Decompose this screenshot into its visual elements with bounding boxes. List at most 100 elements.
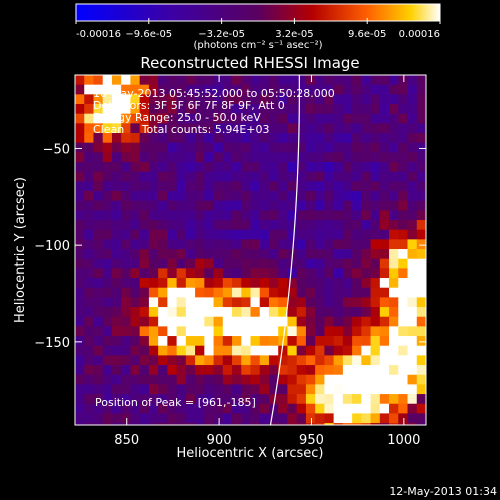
heatmap-pixel	[305, 336, 316, 347]
heatmap-pixel	[426, 85, 436, 95]
heatmap-pixel	[278, 384, 288, 395]
heatmap-pixel	[176, 220, 187, 231]
heatmap-pixel	[296, 75, 307, 86]
heatmap-pixel	[167, 181, 178, 192]
heatmap-pixel	[111, 210, 122, 221]
heatmap-pixel	[416, 181, 426, 192]
heatmap-pixel	[361, 171, 372, 182]
heatmap-pixel	[305, 162, 316, 173]
heatmap-pixel	[416, 413, 426, 424]
heatmap-pixel	[315, 84, 325, 95]
heatmap-pixel	[389, 307, 399, 318]
heatmap-pixel	[342, 365, 353, 376]
heatmap-pixel	[102, 239, 113, 250]
heatmap-pixel	[278, 355, 288, 366]
heatmap-pixel	[84, 394, 94, 405]
heatmap-pixel	[93, 268, 104, 279]
heatmap-pixel	[333, 249, 344, 260]
heatmap-pixel	[75, 171, 85, 182]
heatmap-pixel	[213, 142, 224, 153]
heatmap-pixel	[370, 239, 381, 250]
heatmap-pixel	[167, 75, 178, 86]
heatmap-pixel	[250, 307, 261, 318]
heatmap-pixel	[75, 181, 85, 192]
heatmap-pixel	[241, 162, 251, 173]
heatmap-pixel	[407, 239, 418, 250]
heatmap-pixel	[278, 297, 288, 308]
heatmap-pixel	[232, 191, 242, 202]
heatmap-pixel	[342, 171, 353, 182]
heatmap-pixel	[305, 181, 316, 192]
y-tick-label: −150	[34, 336, 70, 351]
heatmap-pixel	[75, 249, 85, 260]
heatmap-pixel	[352, 191, 362, 202]
heatmap-pixel	[195, 162, 205, 173]
heatmap-pixel	[222, 113, 233, 124]
heatmap-pixel	[176, 394, 187, 405]
heatmap-pixel	[222, 336, 233, 347]
heatmap-pixel	[158, 239, 168, 250]
heatmap-pixel	[361, 345, 372, 356]
heatmap-pixel	[398, 133, 409, 144]
heatmap-pixel	[342, 326, 353, 337]
heatmap-pixel	[333, 191, 344, 202]
heatmap-pixel	[130, 336, 141, 347]
heatmap-pixel	[352, 104, 362, 115]
heatmap-pixel	[296, 403, 307, 414]
heatmap-pixel	[204, 374, 215, 385]
heatmap-pixel	[370, 345, 381, 356]
heatmap-pixel	[426, 307, 436, 317]
heatmap-pixel	[93, 374, 104, 385]
heatmap-pixel	[148, 229, 159, 240]
heatmap-pixel	[241, 384, 251, 395]
heatmap-pixel	[379, 181, 390, 192]
heatmap-pixel	[195, 191, 205, 202]
heatmap-pixel	[296, 307, 307, 318]
heatmap-pixel	[333, 316, 344, 327]
heatmap-pixel	[148, 365, 159, 376]
heatmap-pixel	[241, 355, 251, 366]
heatmap-pixel	[278, 374, 288, 385]
heatmap-pixel	[130, 394, 141, 405]
heatmap-pixel	[176, 123, 187, 134]
heatmap-pixel	[176, 355, 187, 366]
heatmap-pixel	[176, 181, 187, 192]
heatmap-pixel	[352, 394, 362, 405]
heatmap-pixel	[139, 287, 150, 298]
heatmap-pixel	[416, 423, 426, 425]
heatmap-pixel	[232, 287, 242, 298]
heatmap-pixel	[416, 258, 426, 269]
heatmap-pixel	[268, 268, 279, 279]
heatmap-pixel	[195, 171, 205, 182]
heatmap-pixel	[186, 433, 196, 443]
heatmap-pixel	[75, 345, 85, 356]
heatmap-pixel	[213, 307, 224, 318]
heatmap-pixel	[84, 268, 94, 279]
heatmap-pixel	[167, 423, 178, 425]
heatmap-pixel	[361, 210, 372, 221]
heatmap-pixel	[259, 171, 270, 182]
heatmap-pixel	[250, 239, 261, 250]
heatmap-pixel	[426, 123, 436, 133]
heatmap-pixel	[268, 104, 279, 115]
heatmap-pixel	[102, 84, 113, 95]
heatmap-pixel	[204, 123, 215, 134]
heatmap-pixel	[232, 181, 242, 192]
heatmap-pixel	[121, 345, 131, 356]
heatmap-pixel	[158, 200, 168, 211]
heatmap-pixel	[139, 239, 150, 250]
heatmap-pixel	[268, 403, 279, 414]
heatmap-pixel	[93, 113, 104, 124]
heatmap-pixel	[389, 287, 399, 298]
heatmap-pixel	[250, 162, 261, 173]
heatmap-pixel	[287, 239, 298, 250]
heatmap-pixel	[278, 403, 288, 414]
heatmap-pixel	[296, 365, 307, 376]
heatmap-pixel	[259, 123, 270, 134]
heatmap-pixel	[259, 249, 270, 260]
heatmap-pixel	[222, 258, 233, 269]
heatmap-pixel	[75, 365, 85, 376]
heatmap-pixel	[139, 326, 150, 337]
heatmap-pixel	[158, 152, 168, 163]
heatmap-pixel	[278, 423, 288, 425]
